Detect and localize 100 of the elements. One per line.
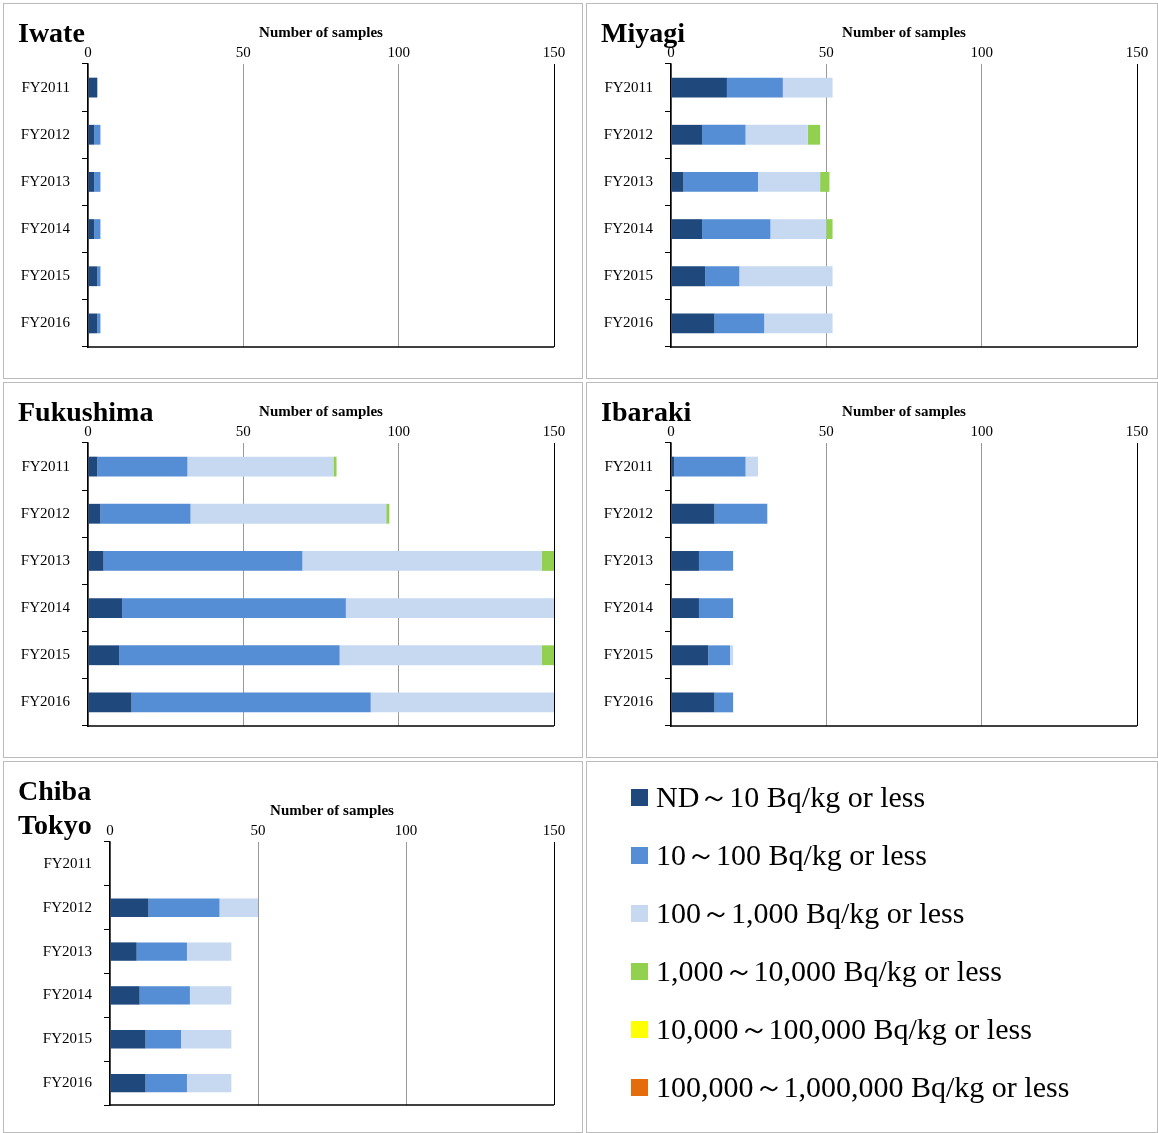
x-tick-label: 150	[542, 422, 566, 439]
bar	[826, 219, 833, 239]
bar	[110, 1073, 146, 1093]
bar	[671, 645, 709, 666]
legend-label: ND～10 Bq/kg or less	[656, 778, 926, 815]
legend-label: 1,000～10,000 Bq/kg or less	[656, 952, 1002, 989]
bar	[110, 898, 149, 917]
bar	[671, 692, 715, 713]
bar	[671, 77, 727, 98]
y-tick-label: FY2014	[603, 220, 654, 237]
y-tick-label: FY2012	[42, 898, 92, 915]
bar	[757, 172, 821, 192]
x-tick-label: 100	[387, 43, 410, 60]
bar	[770, 219, 827, 239]
bar	[189, 986, 232, 1005]
x-axis-title: Number of samples	[259, 23, 384, 40]
bar	[136, 942, 187, 961]
bar	[702, 124, 746, 145]
bar	[219, 898, 258, 917]
y-tick-label: FY2011	[604, 457, 653, 474]
y-tick-label: FY2013	[603, 172, 653, 189]
x-axis-title: Number of samples	[842, 402, 967, 419]
y-tick-label: FY2011	[21, 78, 70, 95]
bar	[541, 645, 554, 666]
x-tick-label: 50	[235, 43, 251, 60]
x-axis-title: Number of samples	[259, 402, 384, 419]
bar	[145, 1030, 182, 1049]
bar	[541, 551, 554, 571]
y-tick-label: FY2015	[603, 646, 653, 663]
bar	[190, 503, 387, 524]
y-tick-label: FY2016	[20, 693, 71, 710]
bar	[671, 551, 699, 571]
y-tick-label: FY2011	[21, 457, 70, 474]
bar	[698, 551, 734, 571]
y-tick-label: FY2015	[20, 646, 70, 663]
x-tick-label: 0	[106, 821, 114, 838]
y-tick-label: FY2016	[603, 693, 654, 710]
bar	[110, 942, 137, 961]
bar	[698, 598, 734, 618]
x-tick-label: 100	[970, 43, 993, 60]
bar	[110, 986, 140, 1005]
bar	[181, 1030, 232, 1049]
y-tick-label: FY2013	[20, 551, 70, 568]
legend-label: 10,000～100,000 Bq/kg or less	[656, 1010, 1032, 1047]
y-tick-label: FY2011	[604, 78, 653, 95]
legend-label: 100,000～1,000,000 Bq/kg or less	[656, 1068, 1070, 1105]
bar	[103, 551, 303, 571]
bar	[148, 898, 220, 917]
y-tick-label: FY2014	[20, 220, 71, 237]
x-tick-label: 50	[250, 821, 266, 838]
bar	[671, 172, 684, 192]
x-tick-label: 50	[235, 422, 251, 439]
bar	[88, 551, 104, 571]
legend-label: 10～100 Bq/kg or less	[656, 836, 927, 873]
bar	[671, 598, 699, 618]
bar	[186, 942, 232, 961]
y-tick-label: FY2015	[603, 267, 653, 284]
x-tick-label: 150	[1125, 422, 1149, 439]
chart-title: Iwate	[18, 16, 85, 50]
bar	[122, 598, 346, 618]
x-tick-label: 100	[394, 821, 418, 838]
legend-label: 100～1,000 Bq/kg or less	[656, 894, 965, 931]
bar	[88, 598, 123, 618]
bar	[674, 456, 746, 477]
bar	[187, 456, 334, 477]
bar	[726, 77, 783, 98]
y-tick-label: FY2011	[43, 854, 92, 871]
y-tick-label: FY2016	[42, 1074, 93, 1091]
bar	[671, 124, 703, 145]
bar	[671, 503, 715, 524]
bar	[97, 456, 188, 477]
bar	[730, 645, 734, 666]
bar	[339, 645, 542, 666]
bar	[714, 503, 768, 524]
bar	[386, 503, 390, 524]
y-tick-label: FY2012	[603, 504, 653, 521]
bar	[714, 692, 734, 713]
y-tick-label: FY2015	[20, 267, 70, 284]
y-tick-label: FY2015	[42, 1030, 92, 1047]
bar	[739, 266, 833, 287]
bar	[131, 692, 371, 713]
bar	[139, 986, 190, 1005]
bar	[100, 503, 191, 524]
bar	[671, 266, 706, 287]
bar	[671, 313, 715, 334]
y-tick-label: FY2014	[603, 599, 654, 616]
y-tick-label: FY2016	[20, 314, 71, 331]
bar	[110, 1030, 146, 1049]
bar	[745, 124, 808, 145]
bar	[302, 551, 542, 571]
bar	[333, 456, 337, 477]
bar	[145, 1073, 187, 1093]
x-tick-label: 100	[970, 422, 993, 439]
bar	[705, 266, 740, 287]
y-tick-label: FY2012	[603, 125, 653, 142]
x-tick-label: 0	[84, 43, 92, 60]
bar	[745, 456, 758, 477]
chart-title: Chiba Tokyo	[18, 774, 93, 842]
y-tick-label: FY2014	[20, 599, 71, 616]
bar	[714, 313, 765, 334]
